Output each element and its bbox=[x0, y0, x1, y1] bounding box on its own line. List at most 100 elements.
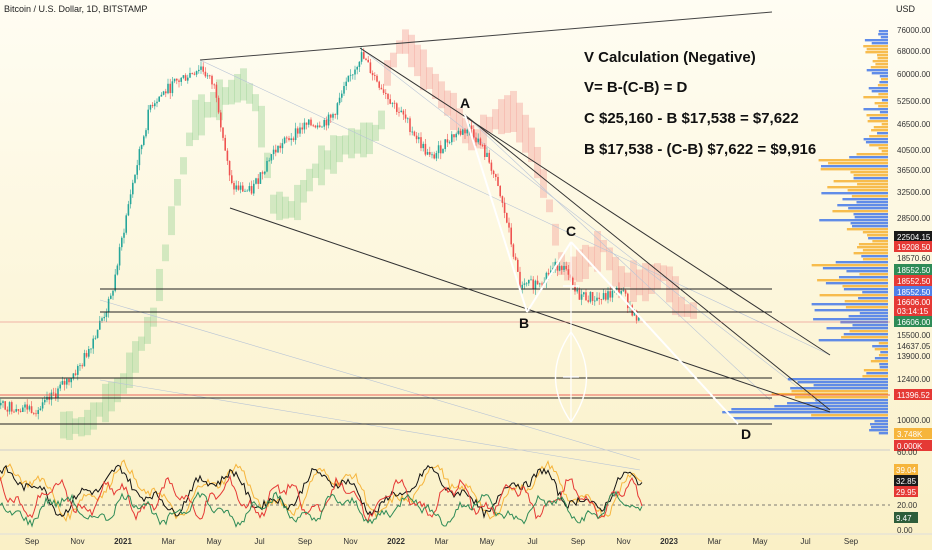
volume-bar bbox=[878, 33, 888, 36]
cloud-segment bbox=[360, 122, 367, 158]
cloud-segment bbox=[228, 79, 235, 105]
volume-bar bbox=[878, 432, 888, 435]
candle-body bbox=[565, 265, 567, 270]
candle-body bbox=[583, 292, 585, 295]
volume-bar bbox=[871, 90, 888, 93]
candle-body bbox=[90, 348, 92, 350]
cloud-segment bbox=[246, 83, 253, 104]
volume-bar bbox=[854, 216, 888, 219]
price-tick: 3.748K bbox=[897, 430, 923, 439]
cloud-segment bbox=[96, 402, 103, 417]
candle-body bbox=[554, 261, 556, 268]
candle-body bbox=[316, 125, 319, 128]
candle-body bbox=[510, 227, 512, 245]
volume-bar bbox=[853, 177, 888, 180]
candle-body bbox=[484, 145, 486, 158]
candle-body bbox=[396, 103, 398, 112]
candle-body bbox=[530, 279, 532, 281]
cloud-segment bbox=[606, 247, 613, 271]
osc-line-green bbox=[0, 490, 643, 528]
candle-body bbox=[338, 97, 341, 104]
cloud-segment bbox=[150, 307, 157, 327]
candle-body bbox=[176, 78, 178, 81]
volume-bar bbox=[832, 210, 888, 213]
cloud-segment bbox=[546, 199, 553, 213]
volume-bar bbox=[879, 366, 888, 369]
cloud-segment bbox=[408, 34, 415, 68]
candle-body bbox=[541, 283, 543, 285]
price-tick: 18570.60 bbox=[897, 254, 931, 263]
volume-bar bbox=[867, 120, 888, 123]
candle-body bbox=[508, 222, 510, 228]
price-badge bbox=[894, 241, 932, 252]
candle-body bbox=[387, 93, 389, 100]
time-tick: Nov bbox=[616, 537, 630, 546]
volume-bar bbox=[874, 102, 888, 105]
candle-body bbox=[125, 215, 127, 233]
candle-body bbox=[145, 130, 147, 137]
cloud-segment bbox=[444, 90, 451, 116]
volume-bar bbox=[843, 333, 888, 336]
cloud-segment bbox=[168, 206, 175, 236]
candle-body bbox=[464, 129, 466, 134]
candle-body bbox=[264, 171, 266, 174]
candle-body bbox=[602, 293, 605, 300]
cloud-segment bbox=[480, 114, 487, 149]
candle-body bbox=[248, 186, 251, 191]
cloud-segment bbox=[126, 352, 133, 388]
candle-body bbox=[314, 125, 317, 128]
volume-bar bbox=[815, 399, 888, 402]
candle-body bbox=[228, 160, 231, 176]
candle-body bbox=[473, 129, 475, 138]
cloud-segment bbox=[132, 341, 139, 373]
candle-body bbox=[22, 407, 24, 412]
volume-bar bbox=[881, 99, 888, 102]
volume-bar bbox=[819, 294, 888, 297]
cloud-segment bbox=[396, 40, 403, 54]
cloud-segment bbox=[594, 231, 601, 272]
candle-body bbox=[512, 244, 515, 257]
candle-body bbox=[200, 66, 202, 70]
time-tick: Mar bbox=[435, 537, 449, 546]
volume-bar bbox=[877, 57, 888, 60]
candle-body bbox=[440, 145, 442, 154]
candle-body bbox=[400, 110, 402, 113]
candle-body bbox=[217, 97, 220, 113]
volume-bar bbox=[813, 318, 888, 321]
volume-bar bbox=[790, 387, 888, 390]
candle-body bbox=[224, 137, 226, 151]
cloud-segment bbox=[618, 266, 625, 292]
cloud-segment bbox=[666, 266, 673, 303]
cloud-segment bbox=[240, 68, 247, 101]
candle-body bbox=[151, 104, 154, 107]
volume-bar bbox=[878, 105, 888, 108]
volume-bar bbox=[874, 348, 888, 351]
cloud-segment bbox=[300, 180, 307, 203]
candle-body bbox=[466, 129, 468, 134]
candle-body bbox=[244, 190, 246, 192]
candle-body bbox=[519, 271, 521, 289]
candle-body bbox=[257, 178, 259, 184]
cloud-segment bbox=[192, 99, 199, 141]
volume-bar bbox=[866, 114, 888, 117]
candle-body bbox=[413, 131, 416, 136]
fan-line bbox=[199, 59, 831, 356]
v-leg-b-c bbox=[526, 241, 572, 313]
candle-body bbox=[178, 80, 180, 82]
candle-body bbox=[363, 52, 365, 59]
time-tick: Sep bbox=[571, 537, 586, 546]
cloud-segment bbox=[210, 92, 217, 118]
cloud-segment bbox=[354, 129, 361, 154]
cloud-segment bbox=[330, 135, 337, 174]
candle-body bbox=[72, 373, 75, 379]
volume-bar bbox=[864, 39, 888, 42]
volume-bar bbox=[880, 78, 888, 81]
cloud-segment bbox=[276, 191, 283, 221]
candle-body bbox=[358, 61, 361, 67]
annotation-line1: C $25,160 - B $17,538 = $7,622 bbox=[584, 110, 799, 127]
volume-bar bbox=[821, 192, 888, 195]
price-tick: 18552.50 bbox=[897, 266, 931, 275]
cloud-segment bbox=[336, 136, 343, 163]
